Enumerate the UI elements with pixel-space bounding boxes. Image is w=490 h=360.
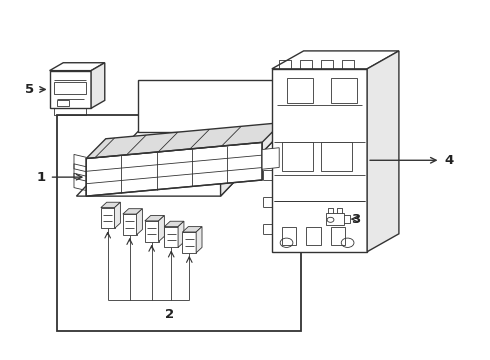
Polygon shape	[123, 209, 143, 214]
Polygon shape	[101, 202, 121, 208]
Bar	[282, 226, 296, 244]
Polygon shape	[164, 221, 184, 226]
Text: 3: 3	[351, 213, 361, 226]
Polygon shape	[101, 208, 115, 228]
Polygon shape	[182, 226, 202, 232]
Polygon shape	[123, 214, 137, 235]
Polygon shape	[272, 51, 399, 69]
Bar	[321, 142, 352, 171]
Polygon shape	[182, 232, 196, 253]
Bar	[57, 116, 301, 330]
Bar	[287, 78, 314, 103]
Text: 5: 5	[25, 83, 34, 96]
Polygon shape	[220, 80, 282, 196]
Text: 4: 4	[444, 154, 454, 167]
Bar	[326, 213, 344, 225]
Polygon shape	[49, 63, 105, 71]
Polygon shape	[367, 51, 399, 252]
Polygon shape	[91, 63, 105, 108]
Polygon shape	[145, 216, 164, 221]
Bar	[306, 226, 321, 244]
Bar	[282, 142, 314, 171]
Polygon shape	[138, 80, 282, 132]
Bar	[57, 100, 69, 107]
Text: 1: 1	[37, 171, 46, 184]
Bar	[54, 82, 86, 94]
Polygon shape	[86, 123, 282, 158]
Polygon shape	[137, 209, 143, 235]
Bar	[331, 226, 345, 244]
Polygon shape	[76, 132, 282, 196]
Polygon shape	[159, 216, 164, 242]
Polygon shape	[196, 226, 202, 253]
Polygon shape	[115, 202, 121, 228]
Bar	[49, 71, 91, 108]
Polygon shape	[86, 142, 262, 196]
Text: 2: 2	[165, 308, 174, 321]
Polygon shape	[178, 221, 184, 247]
Polygon shape	[164, 226, 178, 247]
Bar	[272, 69, 367, 252]
Polygon shape	[262, 148, 279, 169]
Polygon shape	[145, 221, 159, 242]
Bar	[331, 78, 357, 103]
